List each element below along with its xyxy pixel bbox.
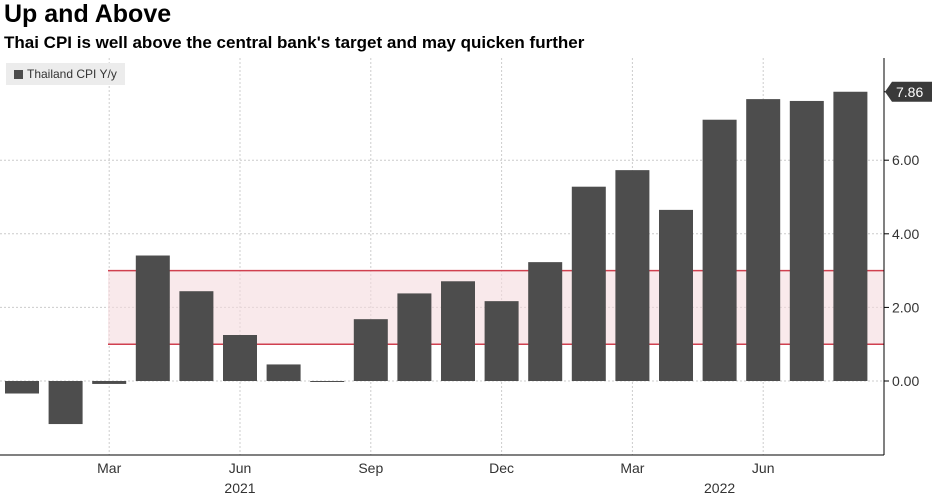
- legend-label: Thailand CPI Y/y: [27, 67, 117, 81]
- chart-subtitle: Thai CPI is well above the central bank'…: [4, 33, 585, 52]
- bar: [397, 293, 432, 381]
- x-tick-label: Jun: [752, 460, 775, 476]
- bar: [441, 281, 475, 381]
- x-tick-label: Mar: [97, 460, 121, 476]
- bar-layer: [5, 91, 868, 425]
- x-tick-label: Mar: [620, 460, 644, 476]
- legend: Thailand CPI Y/y: [6, 63, 125, 85]
- bar: [833, 91, 868, 381]
- x-year-label: 2022: [704, 480, 735, 496]
- bar: [92, 381, 127, 384]
- bar: [484, 301, 519, 381]
- bar: [746, 99, 781, 381]
- y-tick-label: 6.00: [892, 152, 919, 168]
- x-year-label: 2021: [224, 480, 255, 496]
- bar: [528, 262, 563, 381]
- bar: [702, 119, 737, 381]
- chart-title: Up and Above: [4, 0, 172, 28]
- bar: [179, 291, 214, 381]
- bar: [48, 381, 83, 425]
- bar: [266, 364, 301, 381]
- last-value-label: 7.86: [896, 84, 923, 100]
- y-tick-label: 4.00: [892, 226, 919, 242]
- bar: [135, 255, 170, 381]
- bar: [353, 319, 388, 381]
- legend-swatch: [14, 69, 23, 79]
- bar: [5, 381, 39, 394]
- x-tick-label: Sep: [358, 460, 383, 476]
- bar: [615, 170, 650, 381]
- bar: [310, 381, 345, 382]
- x-tick-label: Jun: [229, 460, 252, 476]
- y-tick-label: 2.00: [892, 299, 919, 315]
- axis-layer: 0.00 2.00 4.00 6.00 7.86 Mar Jun Sep Dec Mar Jun 20…: [0, 58, 932, 496]
- x-tick-label: Dec: [489, 460, 514, 476]
- bar: [659, 209, 693, 381]
- bar: [223, 335, 257, 381]
- last-value-callout: [885, 81, 932, 102]
- y-tick-label: 0.00: [892, 373, 919, 389]
- bar: [789, 100, 824, 382]
- bar: [571, 186, 606, 381]
